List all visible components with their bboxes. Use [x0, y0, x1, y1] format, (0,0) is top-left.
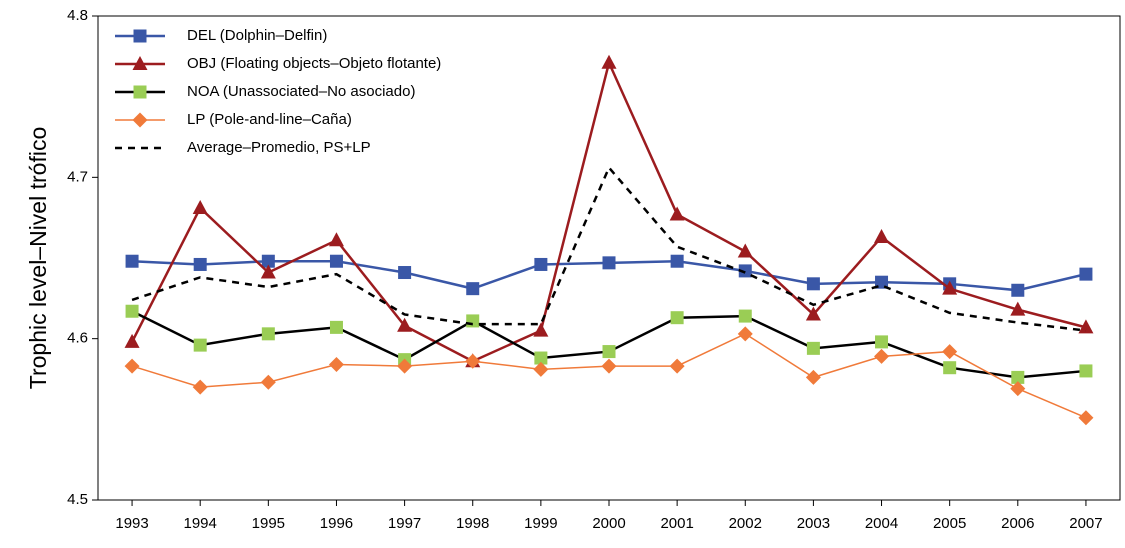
marker [874, 229, 890, 244]
x-tick-label: 2002 [729, 515, 762, 532]
marker [1010, 301, 1026, 316]
marker [806, 277, 820, 291]
legend-label: OBJ (Floating objects–Objeto flotante) [187, 55, 441, 72]
marker [329, 254, 343, 268]
marker [534, 351, 548, 365]
y-tick-label: 4.8 [67, 7, 88, 24]
legend-label: LP (Pole-and-line–Caña) [187, 111, 352, 128]
marker [261, 254, 275, 268]
marker [738, 264, 752, 278]
marker [534, 257, 548, 271]
legend-label: NOA (Unassociated–No asociado) [187, 83, 415, 100]
marker [397, 317, 413, 332]
marker [260, 374, 276, 390]
marker [1011, 370, 1025, 384]
marker [874, 348, 890, 364]
marker [124, 358, 140, 374]
marker [329, 320, 343, 334]
marker [737, 243, 753, 258]
marker [132, 56, 148, 70]
marker [465, 353, 481, 369]
marker [133, 85, 147, 99]
x-tick-label: 1997 [388, 515, 421, 532]
x-tick-label: 2004 [865, 515, 898, 532]
marker [942, 344, 958, 360]
marker [669, 358, 685, 374]
marker [125, 254, 139, 268]
x-tick-label: 1994 [184, 515, 217, 532]
marker [1011, 283, 1025, 297]
marker [805, 306, 821, 321]
marker [601, 358, 617, 374]
marker [466, 314, 480, 328]
x-tick-label: 2003 [797, 515, 830, 532]
marker [1010, 381, 1026, 397]
marker [943, 361, 957, 375]
marker [670, 254, 684, 268]
series-line [131, 165, 1087, 332]
marker [193, 257, 207, 271]
x-tick-label: 1999 [524, 515, 557, 532]
marker [805, 369, 821, 385]
marker [398, 266, 412, 280]
marker [133, 29, 147, 43]
marker [601, 54, 617, 69]
x-tick-label: 1998 [456, 515, 489, 532]
marker [132, 112, 148, 128]
marker [328, 356, 344, 372]
marker [328, 232, 344, 247]
y-axis-label: Trophic level–Nivel trófico [25, 127, 51, 389]
marker [533, 322, 549, 337]
marker [737, 326, 753, 342]
x-tick-label: 2001 [660, 515, 693, 532]
x-tick-label: 2005 [933, 515, 966, 532]
y-tick-label: 4.5 [67, 491, 88, 508]
x-tick-label: 1996 [320, 515, 353, 532]
marker [124, 333, 140, 348]
marker [670, 311, 684, 325]
marker [738, 309, 752, 323]
marker [192, 199, 208, 214]
y-tick-label: 4.6 [67, 330, 88, 347]
marker [602, 256, 616, 270]
marker [466, 282, 480, 296]
marker [669, 206, 685, 221]
marker [1078, 410, 1094, 426]
marker [806, 341, 820, 355]
marker [1079, 267, 1093, 281]
marker [1078, 319, 1094, 334]
series-line [130, 59, 1087, 363]
x-tick-label: 1995 [252, 515, 285, 532]
marker [125, 304, 139, 318]
x-tick-label: 2007 [1069, 515, 1102, 532]
x-tick-label: 2006 [1001, 515, 1034, 532]
marker [261, 327, 275, 341]
marker [193, 338, 207, 352]
marker [942, 280, 958, 295]
legend-label: DEL (Dolphin–Delfin) [187, 27, 327, 44]
marker [875, 335, 889, 349]
y-tick-label: 4.7 [67, 168, 88, 185]
marker [1079, 364, 1093, 378]
marker [260, 264, 276, 279]
marker [397, 358, 413, 374]
x-tick-label: 2000 [592, 515, 625, 532]
marker [533, 361, 549, 377]
marker [602, 345, 616, 359]
marker [192, 379, 208, 395]
x-tick-label: 1993 [115, 515, 148, 532]
legend-label: Average–Promedio, PS+LP [187, 139, 371, 156]
